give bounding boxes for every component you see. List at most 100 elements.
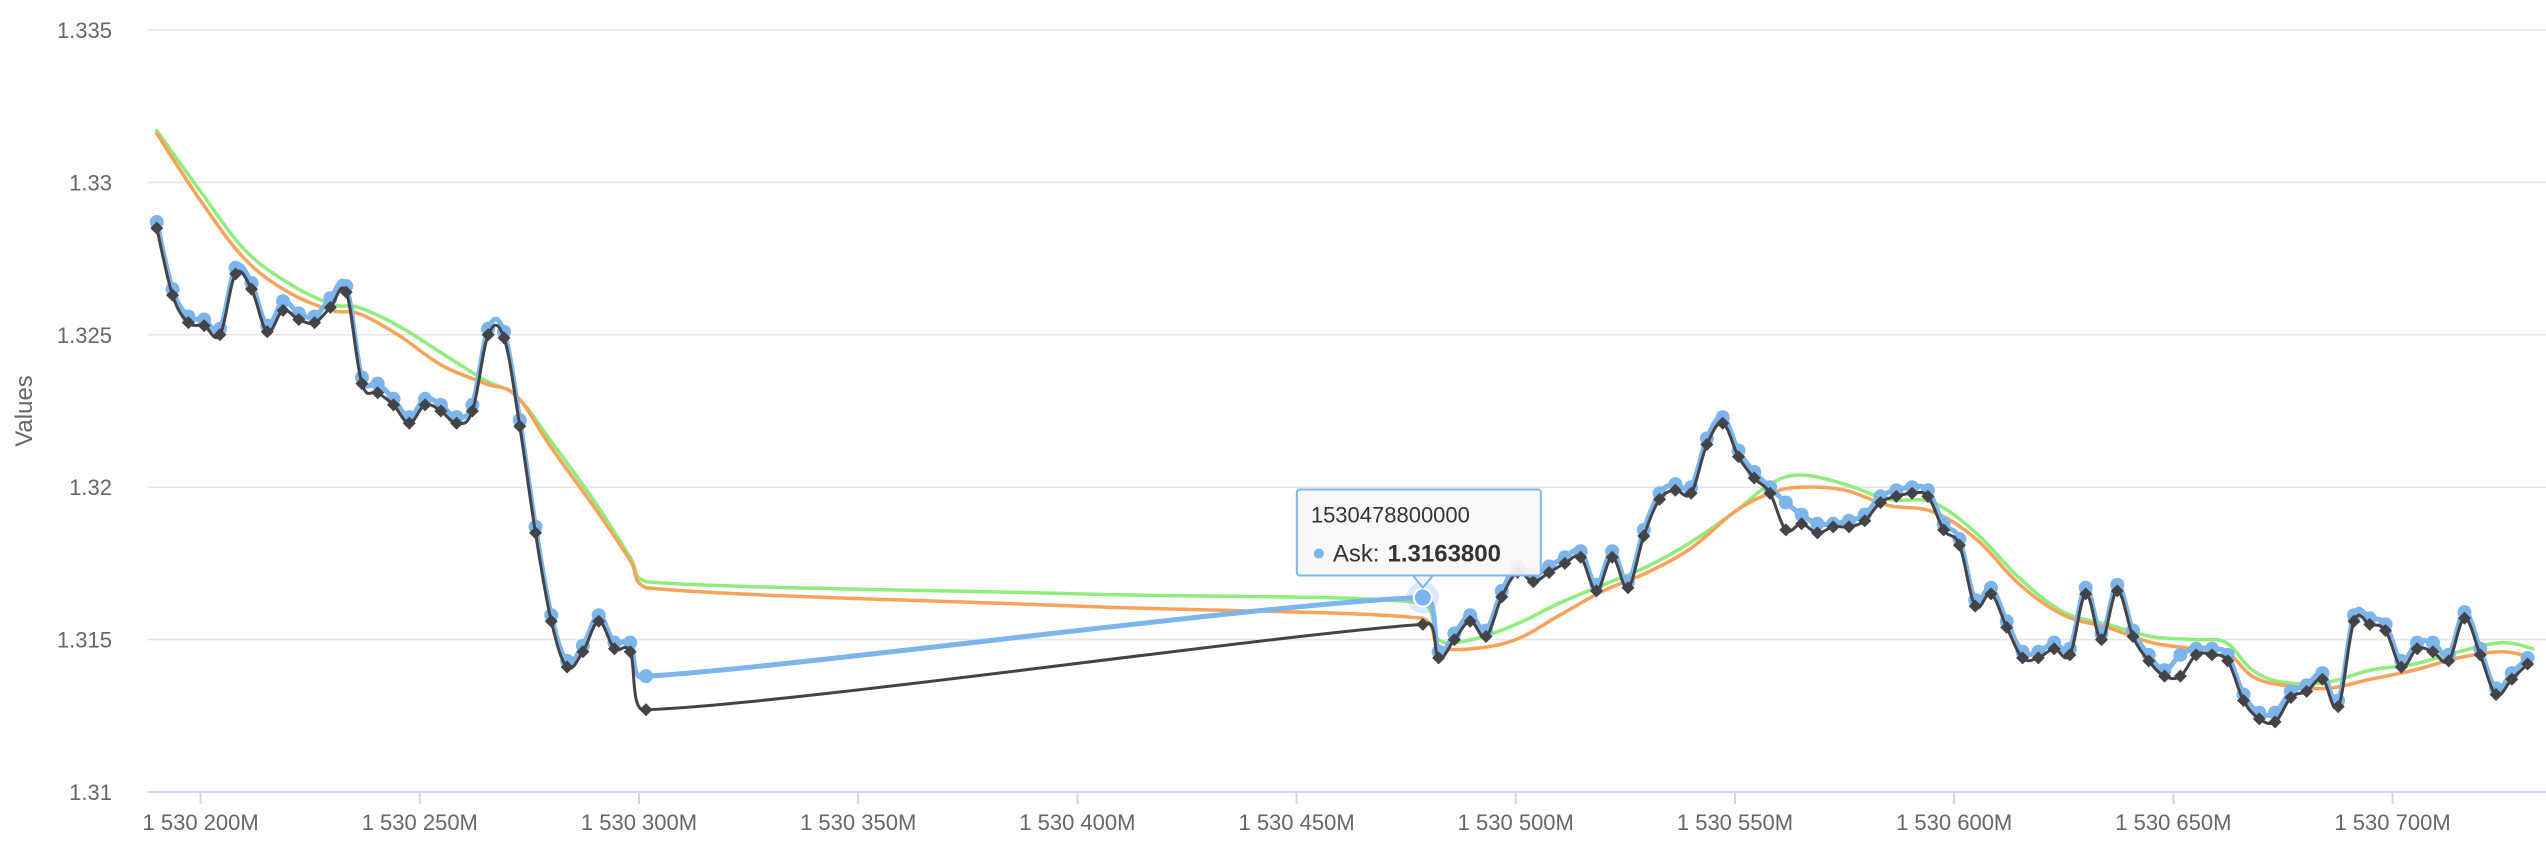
data-point <box>450 416 464 430</box>
data-point <box>2300 684 2314 698</box>
data-point <box>1810 526 1824 540</box>
data-point <box>2489 687 2503 701</box>
data-point <box>244 282 258 296</box>
x-tick-label: 1 530 400M <box>1019 810 1135 835</box>
data-point <box>1589 584 1603 598</box>
data-point <box>1447 633 1461 647</box>
data-point <box>1416 617 1430 631</box>
data-point <box>276 294 291 309</box>
data-point <box>308 316 322 330</box>
data-point <box>1668 483 1682 497</box>
data-point <box>2379 623 2393 637</box>
data-point <box>1479 630 1493 644</box>
data-point <box>213 328 227 342</box>
series-line-2 <box>155 128 2535 686</box>
x-tick-label: 1 530 500M <box>1458 810 1574 835</box>
tooltip-value-line: Ask: 1.3163800 <box>1333 541 1501 568</box>
y-tick-label: 1.33 <box>69 170 112 195</box>
x-tick-label: 1 530 450M <box>1238 810 1354 835</box>
data-point <box>1747 471 1761 485</box>
data-point <box>2205 648 2219 662</box>
data-point <box>1921 489 1935 503</box>
data-point <box>1874 495 1888 509</box>
tooltip-pointer <box>1410 574 1435 590</box>
data-point <box>2047 642 2061 656</box>
data-point <box>639 703 653 717</box>
data-point <box>386 398 400 412</box>
data-point <box>2079 587 2093 601</box>
data-point <box>1621 581 1635 595</box>
data-point <box>370 376 385 391</box>
data-point <box>418 398 432 412</box>
data-point <box>2252 712 2266 726</box>
x-tick-label: 1 530 600M <box>1896 810 2012 835</box>
y-axis-title: Values <box>11 375 38 447</box>
data-point <box>1842 520 1856 534</box>
data-point <box>2284 691 2298 705</box>
x-tick-label: 1 530 550M <box>1677 810 1793 835</box>
data-point <box>181 316 195 330</box>
series-line-3 <box>155 131 2535 691</box>
series-group <box>149 128 2535 729</box>
series-line <box>155 226 2530 726</box>
data-point <box>639 669 654 684</box>
y-tick-label: 1.31 <box>69 780 112 805</box>
x-tick-label: 1 530 250M <box>362 810 478 835</box>
data-point <box>544 614 558 628</box>
data-point <box>1779 523 1793 537</box>
data-point <box>607 642 621 656</box>
data-point <box>623 645 637 659</box>
data-point <box>2521 657 2535 671</box>
data-point <box>1700 438 1714 452</box>
data-point <box>1731 450 1745 464</box>
data-point <box>2110 584 2124 598</box>
data-point <box>2016 651 2030 665</box>
data-point <box>497 331 511 345</box>
data-point <box>1716 416 1730 430</box>
data-point <box>2315 672 2329 686</box>
y-tick-label: 1.315 <box>57 628 112 653</box>
data-point <box>1495 590 1509 604</box>
data-point <box>197 319 211 333</box>
data-point <box>1968 599 1982 613</box>
data-point <box>2063 648 2077 662</box>
tooltip-separator: : <box>1373 541 1380 568</box>
x-tick-label: 1 530 650M <box>2115 810 2231 835</box>
data-point <box>2221 654 2235 668</box>
data-point <box>1653 492 1667 506</box>
tooltip: 1530478800000 Ask: 1.3163800 <box>1295 488 1542 590</box>
data-point <box>2158 669 2172 683</box>
data-point <box>402 416 416 430</box>
data-point <box>1794 507 1809 522</box>
series-line <box>154 219 2531 718</box>
data-point <box>2473 648 2487 662</box>
data-point <box>529 526 543 540</box>
data-point <box>1889 489 1903 503</box>
data-point <box>2347 614 2361 628</box>
data-point <box>339 285 353 299</box>
y-tick-label: 1.325 <box>57 323 112 348</box>
data-point <box>1984 587 1998 601</box>
x-tick-label: 1 530 350M <box>800 810 916 835</box>
data-point <box>2425 635 2440 650</box>
data-point <box>560 660 574 674</box>
data-point <box>2457 611 2471 625</box>
data-point <box>2126 630 2140 644</box>
data-point <box>2142 654 2156 668</box>
x-tick-label: 1 530 300M <box>581 810 697 835</box>
data-point <box>1637 529 1651 543</box>
data-point <box>434 404 448 418</box>
data-point <box>1778 495 1793 510</box>
data-point <box>1937 523 1951 537</box>
data-point <box>465 404 479 418</box>
data-point <box>2268 715 2282 729</box>
data-point <box>150 221 164 235</box>
y-tick-label: 1.335 <box>57 18 112 43</box>
data-point <box>2031 651 2045 665</box>
data-point <box>166 288 180 302</box>
data-point <box>2442 654 2456 668</box>
data-point <box>2505 672 2519 686</box>
data-point <box>1542 566 1556 580</box>
